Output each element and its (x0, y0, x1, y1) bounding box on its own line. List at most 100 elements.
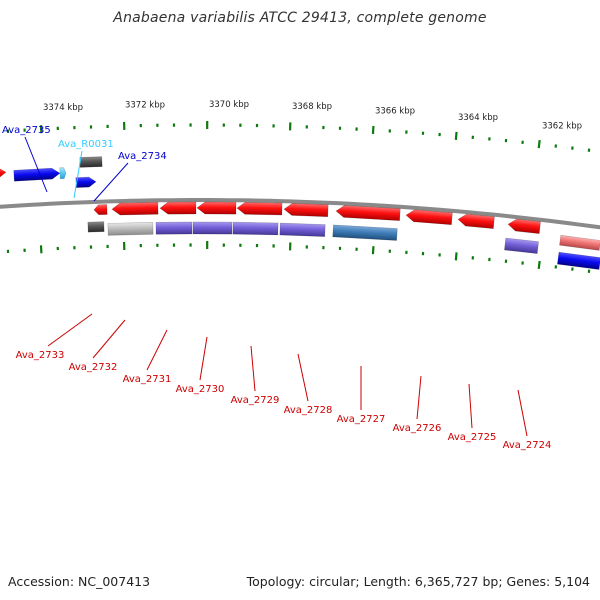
tick-mark (488, 137, 491, 141)
tick-mark (471, 135, 475, 140)
scale-label: 3364 kbp (458, 113, 498, 123)
tick-mark (6, 129, 10, 133)
tick-mark (106, 124, 109, 129)
tick-mark (554, 265, 558, 269)
tick-mark (521, 261, 524, 265)
tick-mark (106, 244, 109, 249)
tick-mark (89, 125, 93, 129)
tick-mark (255, 243, 259, 248)
map-title: Anabaena variabilis ATCC 29413, complete… (113, 10, 487, 26)
tick-mark (471, 256, 475, 260)
gene-reverse-5 (155, 221, 193, 235)
forward-gene-label: Ava_2735 (2, 125, 51, 136)
tick-marks (6, 121, 591, 273)
leader-line (250, 345, 256, 392)
gene-reverse-9 (232, 221, 279, 236)
tick-mark (73, 125, 76, 130)
reverse-gene-label: Ava_2729 (231, 395, 280, 406)
tick-mark (139, 243, 142, 248)
tick-mark (189, 123, 192, 127)
gene-ava-2735 (13, 167, 61, 182)
genome-summary: Topology: circular; Length: 6,365,727 bp… (246, 574, 590, 589)
tick-mark (272, 244, 275, 248)
tick-mark (206, 241, 209, 250)
leader-line (199, 336, 208, 381)
tick-mark (371, 125, 375, 135)
label-leaders (24, 136, 528, 437)
tick-mark (288, 242, 292, 251)
leader-line (468, 383, 473, 429)
tick-mark (322, 245, 325, 250)
tick-mark (454, 252, 458, 261)
tick-mark (39, 125, 43, 134)
tick-mark (189, 243, 192, 247)
gene-reverse-3 (107, 221, 154, 236)
tick-mark (23, 248, 26, 252)
tick-mark (206, 121, 209, 130)
gene-reverse-12 (335, 205, 401, 221)
tick-mark (255, 123, 259, 128)
tick-mark (322, 125, 325, 130)
tick-mark (6, 249, 10, 254)
tick-mark (371, 246, 375, 255)
tick-mark (554, 144, 558, 148)
tick-mark (537, 140, 541, 149)
tick-mark (172, 123, 176, 127)
leader-line (47, 313, 93, 347)
gene-ava-r0031 (59, 167, 67, 180)
leader-line (73, 150, 83, 199)
gene-reverse-17 (504, 237, 539, 254)
gene-reverse-13 (332, 224, 398, 241)
scale-label: 3370 kbp (209, 100, 249, 110)
scale-label: 3372 kbp (125, 100, 165, 110)
reverse-gene-label: Ava_2725 (448, 432, 497, 443)
tick-mark (405, 130, 408, 134)
tick-mark (239, 123, 242, 127)
tick-mark (305, 125, 308, 129)
reverse-gene-label: Ava_2727 (337, 414, 386, 425)
gene-reverse-0 (93, 204, 108, 216)
tick-mark (338, 246, 342, 251)
tick-mark (73, 246, 76, 250)
reverse-gene-label: Ava_2730 (176, 384, 225, 395)
tick-mark (587, 148, 591, 152)
tick-mark (438, 253, 441, 257)
tick-mark (438, 132, 441, 137)
gene-reverse-7 (192, 221, 233, 235)
tick-mark (571, 146, 574, 150)
gene-right-blue (557, 251, 600, 270)
tick-mark (89, 245, 93, 249)
tick-mark (488, 257, 491, 262)
gene-reverse-2 (111, 201, 159, 216)
gene-reverse-1 (87, 221, 105, 233)
reverse-gene-label: Ava_2731 (123, 374, 172, 385)
tick-mark (587, 269, 591, 273)
tick-mark (504, 138, 508, 143)
tick-mark (388, 129, 392, 133)
gene-reverse-8 (236, 202, 283, 216)
tick-mark (23, 128, 26, 132)
leader-line (93, 162, 129, 202)
tick-mark (139, 123, 142, 128)
tick-mark (355, 247, 358, 251)
tick-mark (355, 127, 358, 131)
gene-reverse-4 (159, 201, 197, 215)
gene-pseudo-upper (79, 156, 103, 168)
scale-label: 3368 kbp (292, 102, 332, 112)
scale-label: 3374 kbp (43, 103, 83, 113)
tick-mark (122, 241, 126, 251)
tick-mark (454, 131, 458, 140)
tick-mark (571, 267, 574, 271)
leader-line (146, 329, 168, 371)
genome-backbone (0, 198, 600, 230)
gene-reverse-6 (196, 201, 237, 215)
gene-right-pink (559, 234, 600, 251)
gene-left-edge (0, 167, 7, 180)
tick-mark (39, 245, 43, 254)
accession-text: Accession: NC_007413 (8, 574, 151, 589)
tick-mark (388, 249, 392, 253)
reverse-gene-label: Ava_2728 (284, 405, 333, 416)
tick-mark (421, 131, 425, 135)
gene-reverse-11 (279, 222, 326, 237)
